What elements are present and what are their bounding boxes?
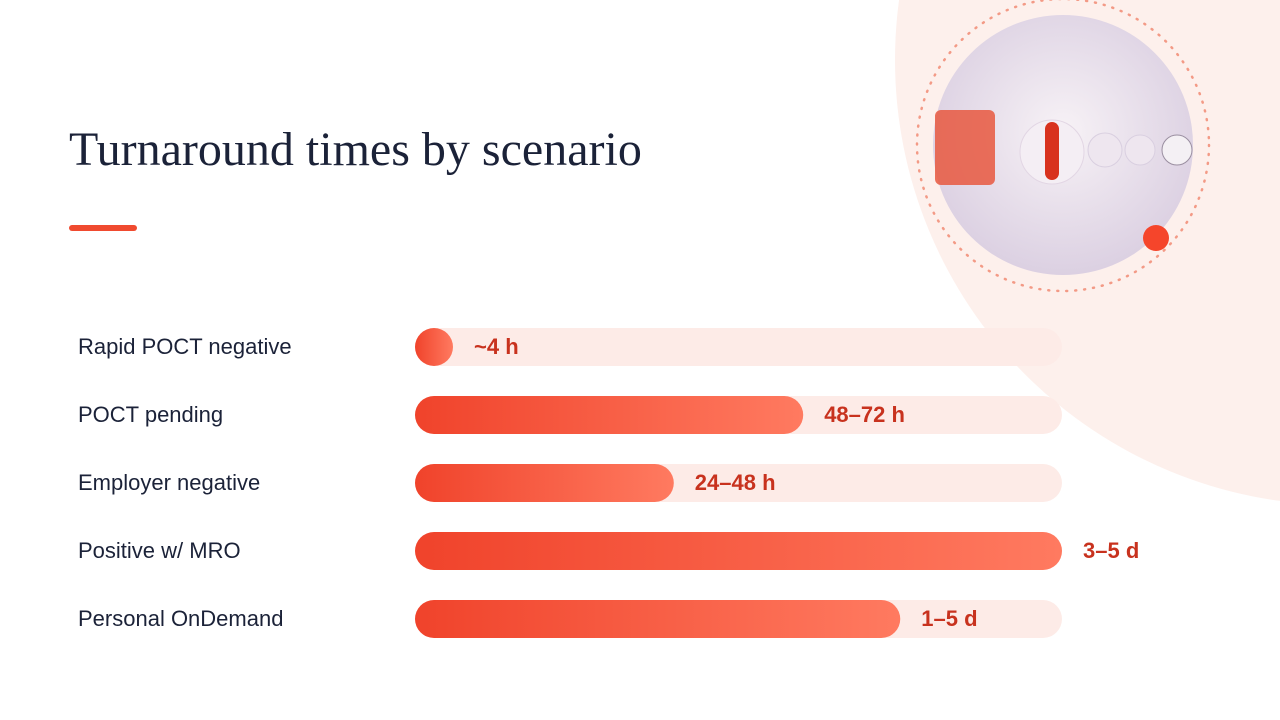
bar — [415, 396, 804, 434]
bar — [415, 532, 1062, 570]
bar-track — [415, 328, 1062, 366]
illustration-clock — [1161, 134, 1193, 166]
category-label: Personal OnDemand — [78, 606, 283, 631]
category-label: Positive w/ MRO — [78, 538, 241, 563]
value-label: ~4 h — [474, 334, 519, 359]
bar — [415, 464, 674, 502]
category-label: Employer negative — [78, 470, 260, 495]
category-label: Rapid POCT negative — [78, 334, 292, 359]
value-label: 24–48 h — [695, 470, 776, 495]
dotted-ring — [915, 0, 1211, 293]
accent-dot — [1143, 225, 1169, 251]
illustration-bubble — [1124, 134, 1156, 166]
illustration-building — [935, 110, 995, 185]
category-label: POCT pending — [78, 402, 223, 427]
bar — [415, 600, 901, 638]
title-underline — [69, 225, 137, 231]
chart-title: Turnaround times by scenario — [69, 123, 642, 176]
plot: Rapid POCT negative ~4 h POCT pending 48–72… — [78, 328, 1139, 638]
value-label: 1–5 d — [921, 606, 977, 631]
illustration-tube — [1045, 122, 1059, 180]
decoration — [895, 0, 1280, 501]
value-label: 48–72 h — [824, 402, 905, 427]
illustration-bubble — [1087, 132, 1123, 168]
value-label: 3–5 d — [1083, 538, 1139, 563]
bar — [415, 328, 453, 366]
